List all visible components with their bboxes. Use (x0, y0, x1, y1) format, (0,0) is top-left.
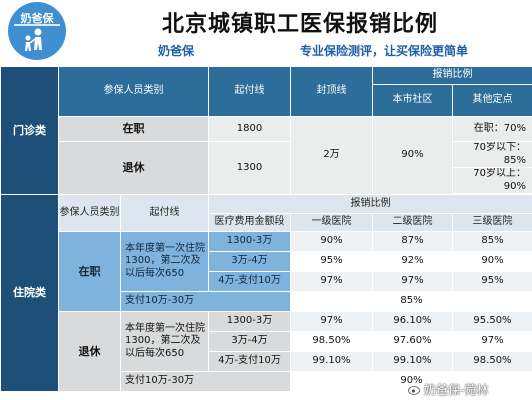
inpatient-employed-range-1: 1300-3万 (208, 231, 291, 252)
brand-logo: 奶爸保 (8, 2, 66, 60)
outpatient-category-employed: 在职 (58, 116, 209, 142)
brand-name: 奶爸保 (158, 44, 195, 58)
inpatient-retired-l3-3: 98.50% (452, 351, 532, 372)
inpatient-col-range: 医疗费用金额段 (208, 213, 291, 232)
logo-text: 奶爸保 (20, 12, 54, 25)
inpatient-employed-extra-range: 支付10万-30万 (120, 291, 291, 312)
inpatient-category-retired: 退休 (58, 311, 121, 392)
weibo-icon (408, 383, 422, 395)
outpatient-col-other: 其他定点 (452, 84, 532, 117)
page-header: 奶爸保 北京城镇职工医保报销比例 奶爸保 专业保险测评，让买保险更简单 (0, 0, 532, 66)
inpatient-employed-extra-value: 85% (290, 291, 532, 312)
logo-divider (14, 24, 60, 26)
inpatient-retired-l1-3: 99.10% (290, 351, 373, 372)
watermark: 奶爸保-菀林 (424, 383, 489, 397)
inpatient-retired-l2-3: 99.10% (372, 351, 453, 372)
inpatient-retired-l1-1: 97% (290, 311, 373, 332)
inpatient-col-ratio: 报销比例 (208, 194, 532, 214)
inpatient-section-label: 住院类 (0, 194, 59, 392)
inpatient-retired-extra-range: 支付10万-30万 (120, 371, 291, 392)
inpatient-employed-l1-2: 95% (290, 251, 373, 272)
inpatient-retired-range-1: 1300-3万 (208, 311, 291, 332)
reimbursement-table: 门诊类 参保人员类别 起付线 封顶线 报销比例 本市社区 其他定点 在职 180… (0, 66, 532, 392)
inpatient-employed-l1-1: 90% (290, 231, 373, 252)
inpatient-employed-range-3: 4万-支付10万 (208, 271, 291, 292)
inpatient-retired-range-3: 4万-支付10万 (208, 351, 291, 372)
outpatient-threshold-retired: 1300 (208, 141, 291, 195)
inpatient-category-employed: 在职 (58, 231, 121, 312)
inpatient-employed-range-2: 3万-4万 (208, 251, 291, 272)
inpatient-employed-l2-2: 92% (372, 251, 453, 272)
outpatient-other-retired-under70: 70岁以下：85% (452, 141, 532, 168)
brand-slogan: 专业保险测评，让买保险更简单 (300, 44, 469, 58)
inpatient-retired-range-2: 3万-4万 (208, 331, 291, 352)
inpatient-col-level3: 三级医院 (452, 213, 532, 232)
outpatient-threshold-employed: 1800 (208, 116, 291, 142)
inpatient-employed-l2-3: 97% (372, 271, 453, 292)
inpatient-retired-l2-1: 96.10% (372, 311, 453, 332)
inpatient-threshold-employed: 本年度第一次住院1300，第二次及以后每次650 (120, 231, 209, 292)
outpatient-section-label: 门诊类 (0, 66, 59, 195)
inpatient-col-level2: 二级医院 (372, 213, 453, 232)
parent-child-icon (25, 28, 42, 51)
outpatient-col-ratio: 报销比例 (372, 66, 532, 85)
outpatient-col-category: 参保人员类别 (58, 66, 209, 117)
inpatient-retired-l2-2: 97.60% (372, 331, 453, 352)
inpatient-employed-l3-3: 95% (452, 271, 532, 292)
inpatient-threshold-retired: 本年度第一次住院1300，第二次及以后每次650 (120, 311, 209, 372)
outpatient-col-community: 本市社区 (372, 84, 453, 117)
inpatient-retired-l3-2: 97% (452, 331, 532, 352)
outpatient-cap: 2万 (290, 116, 373, 195)
inpatient-retired-l3-1: 95.50% (452, 311, 532, 332)
outpatient-other-employed: 在职：70% (452, 116, 532, 142)
outpatient-category-retired: 退休 (58, 141, 209, 195)
inpatient-employed-l3-2: 90% (452, 251, 532, 272)
inpatient-employed-l2-1: 87% (372, 231, 453, 252)
page-title: 北京城镇职工医保报销比例 (161, 12, 438, 37)
inpatient-employed-l1-3: 97% (290, 271, 373, 292)
outpatient-col-cap: 封顶线 (290, 66, 373, 117)
outpatient-col-threshold: 起付线 (208, 66, 291, 117)
inpatient-col-threshold: 起付线 (120, 194, 209, 232)
outpatient-community-ratio: 90% (372, 116, 453, 195)
inpatient-employed-l3-1: 85% (452, 231, 532, 252)
outpatient-other-retired-over70: 70岁以上：90% (452, 167, 532, 194)
inpatient-col-category: 参保人员类别 (58, 194, 121, 232)
inpatient-retired-l1-2: 98.50% (290, 331, 373, 352)
inpatient-col-level1: 一级医院 (290, 213, 373, 232)
